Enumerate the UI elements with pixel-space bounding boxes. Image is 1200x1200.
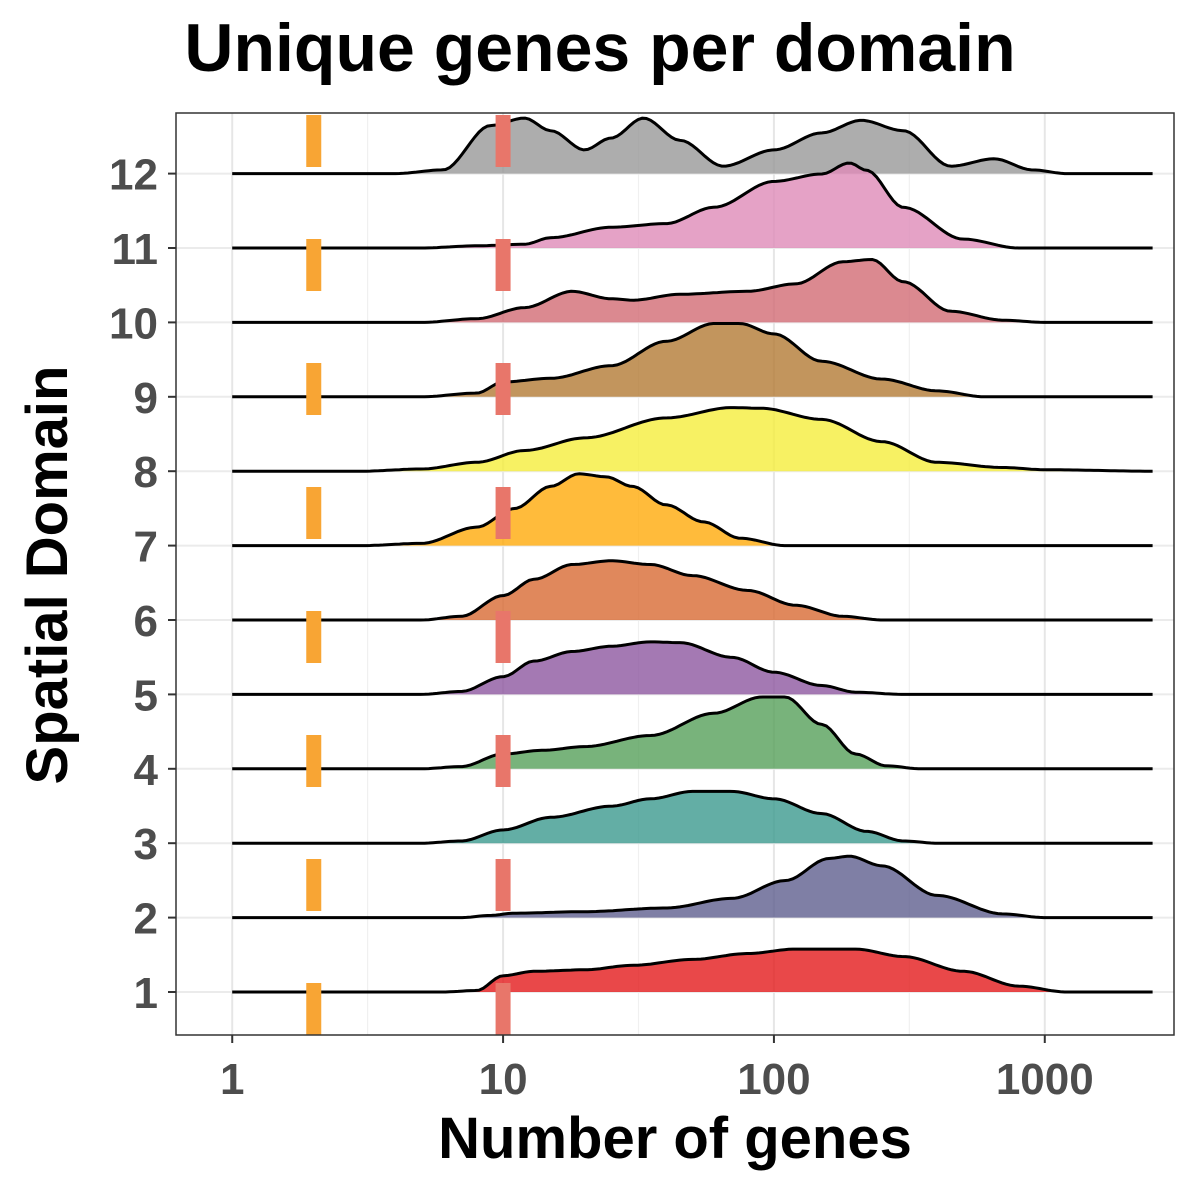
chart-title: Unique genes per domain <box>184 10 1016 86</box>
ridge-line-domain-2 <box>232 854 1153 920</box>
ridge-fill-domain-8 <box>232 407 1153 472</box>
ridge-line-domain-8 <box>232 406 1153 473</box>
ridge-fill-domain-1 <box>232 949 1153 992</box>
ridge-line-domain-7 <box>232 472 1153 548</box>
ridge-domain-2 <box>232 854 1153 920</box>
y-tick-label: 1 <box>134 969 158 1018</box>
y-tick-label: 4 <box>134 746 159 795</box>
ridge-line-domain-4 <box>232 695 1153 771</box>
y-tick-label: 12 <box>109 151 158 200</box>
ridge-line-domain-10 <box>232 257 1153 324</box>
reference-lines <box>306 113 511 1035</box>
ridge-line-domain-12 <box>232 116 1153 176</box>
x-tick-label: 100 <box>737 1055 810 1104</box>
x-axis-label: Number of genes <box>438 1106 912 1171</box>
y-tick-label: 9 <box>134 374 158 423</box>
ridge-fill-domain-3 <box>232 791 1153 844</box>
ridges <box>232 116 1153 994</box>
ridge-fill-domain-6 <box>232 560 1153 620</box>
ridge-domain-8 <box>232 406 1153 473</box>
ridge-domain-10 <box>232 257 1153 324</box>
ridge-line-domain-5 <box>232 640 1153 696</box>
ridge-fill-domain-5 <box>232 641 1153 695</box>
x-tick-label: 1000 <box>996 1055 1094 1104</box>
ridge-line-domain-3 <box>232 789 1153 845</box>
ridge-domain-6 <box>232 559 1153 622</box>
ridge-line-domain-1 <box>232 947 1153 994</box>
y-tick-label: 7 <box>134 523 158 572</box>
y-tick-label: 2 <box>134 895 158 944</box>
y-axis-label: Spatial Domain <box>15 365 80 785</box>
ridge-line-domain-6 <box>232 559 1153 622</box>
ridge-domain-11 <box>232 161 1153 250</box>
ridge-domain-5 <box>232 640 1153 696</box>
ridge-line-domain-9 <box>232 322 1153 399</box>
ridge-domain-1 <box>232 947 1153 994</box>
x-tick-label: 1 <box>220 1055 244 1104</box>
y-tick-label: 8 <box>134 448 158 497</box>
ridge-domain-9 <box>232 322 1153 399</box>
ridge-line-domain-11 <box>232 161 1153 250</box>
ridge-domain-3 <box>232 789 1153 845</box>
y-tick-label: 5 <box>134 671 158 720</box>
ridge-fill-domain-2 <box>232 856 1153 918</box>
ridge-domain-4 <box>232 695 1153 771</box>
y-tick-label: 6 <box>134 597 158 646</box>
ridge-domain-7 <box>232 472 1153 548</box>
ridge-domain-12 <box>232 116 1153 176</box>
x-tick-label: 10 <box>479 1055 528 1104</box>
y-tick-label: 3 <box>134 820 158 869</box>
ridge-fill-domain-7 <box>232 473 1153 546</box>
y-tick-label: 10 <box>109 299 158 348</box>
ridge-fill-domain-9 <box>232 323 1153 397</box>
ridge-fill-domain-10 <box>232 259 1153 323</box>
ridge-fill-domain-4 <box>232 697 1153 769</box>
ridge-fill-domain-11 <box>232 163 1153 248</box>
panel-border <box>175 112 1175 1036</box>
y-tick-label: 11 <box>111 225 158 274</box>
